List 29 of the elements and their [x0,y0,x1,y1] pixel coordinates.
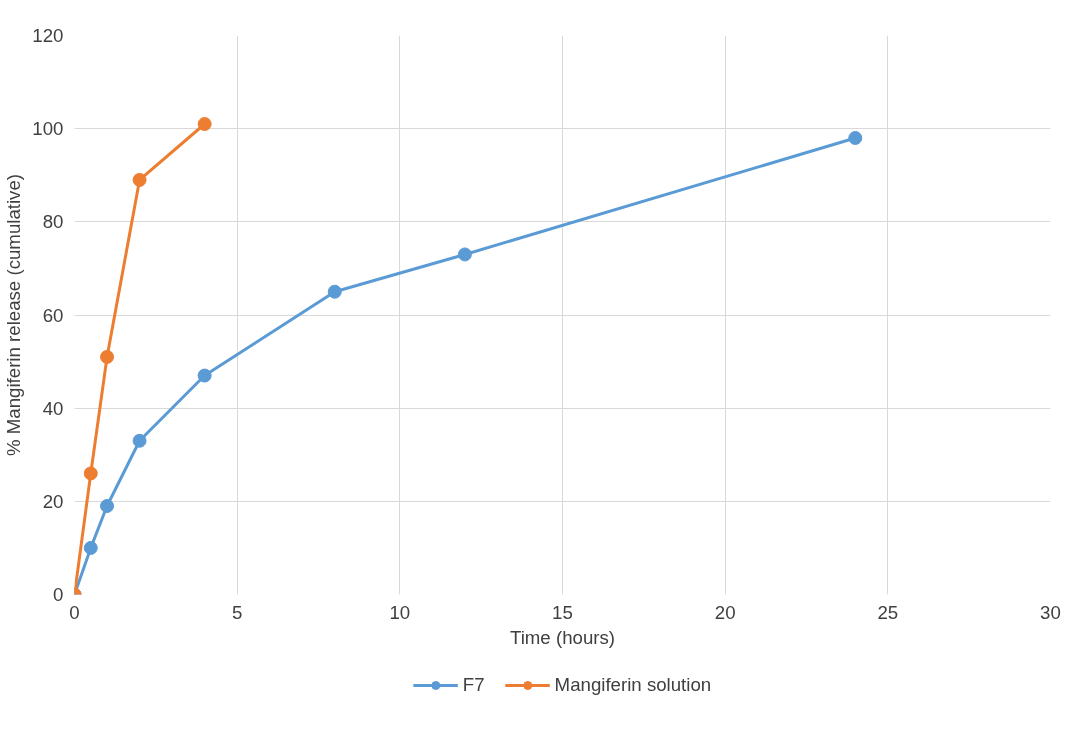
y-tick-label: 60 [42,304,64,326]
point [100,499,115,513]
x-tick-label: 15 [552,601,573,623]
point [457,247,472,262]
point [132,433,147,448]
x-tick-label: 30 [1040,601,1061,623]
y-tick-label: 100 [32,118,64,140]
point [100,349,115,364]
y-tick-label: 120 [32,25,64,46]
y-axis-title: % Mangiferin release (cumulative) [3,173,25,457]
y-tick-label: 80 [42,211,64,233]
point [197,117,212,131]
y-tick-label: 40 [42,397,64,419]
x-tick-label: 10 [389,601,411,623]
x-tick-label: 25 [877,601,899,623]
x-tick-label: 20 [714,601,736,623]
x-tick-label: 5 [231,601,243,623]
point [132,172,147,187]
legend-label: Mangiferin solution [554,674,712,696]
point [848,131,863,145]
point [83,466,98,481]
point [83,540,98,555]
y-tick-label: 20 [42,490,64,512]
x-tick-label: 0 [69,601,80,623]
legend-label: F7 [462,674,485,696]
x-axis-title: Time (hours) [509,626,616,648]
point [327,284,342,299]
point [197,368,212,383]
y-tick-label: 0 [53,584,64,605]
